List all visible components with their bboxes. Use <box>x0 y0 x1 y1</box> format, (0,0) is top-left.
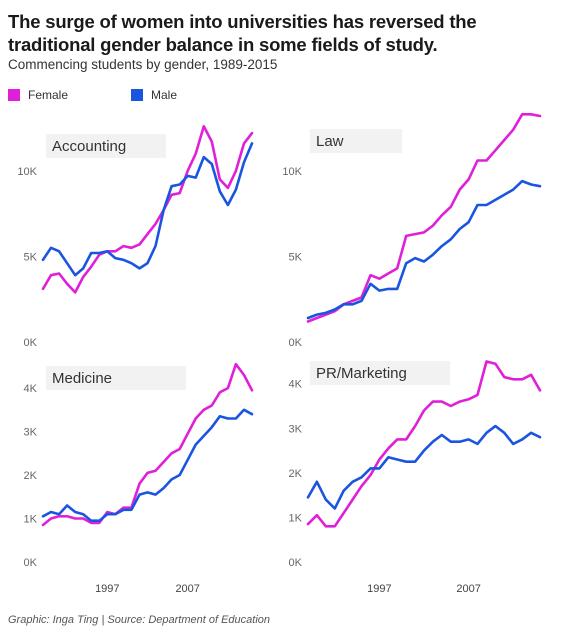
legend-swatch-female <box>8 88 20 101</box>
panel-title: Law <box>316 133 344 150</box>
panel-title: Accounting <box>52 138 126 155</box>
panel-title: PR/Marketing <box>316 365 407 382</box>
series-line-male <box>306 424 542 510</box>
legend-label-male: Male <box>151 87 178 102</box>
page-title: The surge of women into universities has… <box>8 11 477 55</box>
x-tick-label: 2007 <box>175 583 199 595</box>
x-tick-label: 2007 <box>456 583 480 595</box>
series-line-male <box>41 142 254 277</box>
panel-title: Medicine <box>52 370 112 387</box>
y-tick-label: 1K <box>289 512 303 524</box>
series-line-male <box>306 179 542 320</box>
legend-item-male: Male <box>131 86 177 104</box>
series-line-female <box>306 360 542 528</box>
credit-line: Graphic: Inga Ting | Source: Department … <box>8 614 271 626</box>
panel-law: Law 0K 5K 10K <box>282 113 542 349</box>
legend-item-female: Female <box>8 86 68 104</box>
y-tick-label: 2K <box>24 470 38 482</box>
y-tick-label: 3K <box>289 423 303 435</box>
page-subtitle: Commencing students by gender, 1989-2015 <box>8 57 278 72</box>
y-tick-label: 0K <box>24 337 38 349</box>
panel-title-background <box>310 361 450 385</box>
panel-medicine: Medicine 0K 1K 2K 3K 4K 1997 2007 <box>24 362 254 595</box>
panel-title-background <box>46 366 186 390</box>
y-tick-label: 10K <box>17 166 37 178</box>
panel-title-background <box>310 129 402 153</box>
y-tick-label: 1K <box>24 514 38 526</box>
series-line-male <box>41 408 254 523</box>
x-tick-label: 1997 <box>95 583 119 595</box>
panel-title-background <box>46 134 166 158</box>
y-tick-label: 5K <box>289 251 303 263</box>
y-tick-label: 2K <box>289 468 303 480</box>
y-tick-label: 0K <box>289 337 303 349</box>
y-tick-label: 4K <box>289 379 303 391</box>
y-tick-label: 10K <box>282 166 302 178</box>
panel-pr-marketing: PR/Marketing 0K 1K 2K 3K 4K 1997 2007 <box>289 360 542 595</box>
x-tick-label: 1997 <box>367 583 391 595</box>
legend-swatch-male <box>131 88 143 101</box>
y-tick-label: 0K <box>289 557 303 569</box>
legend-label-female: Female <box>28 87 69 102</box>
series-line-female <box>41 125 254 294</box>
series-line-female <box>41 362 254 527</box>
y-tick-label: 0K <box>24 557 38 569</box>
y-tick-label: 4K <box>24 383 38 395</box>
y-tick-label: 5K <box>24 251 38 263</box>
panel-accounting: Accounting 0K 5K 10K <box>17 125 254 349</box>
y-tick-label: 3K <box>24 427 38 439</box>
